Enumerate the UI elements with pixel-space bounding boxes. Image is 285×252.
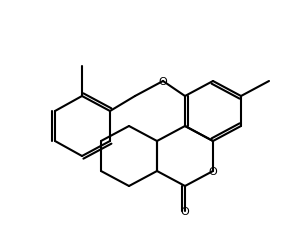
Text: O: O — [159, 77, 167, 87]
Text: O: O — [181, 206, 189, 216]
Text: O: O — [209, 166, 217, 176]
